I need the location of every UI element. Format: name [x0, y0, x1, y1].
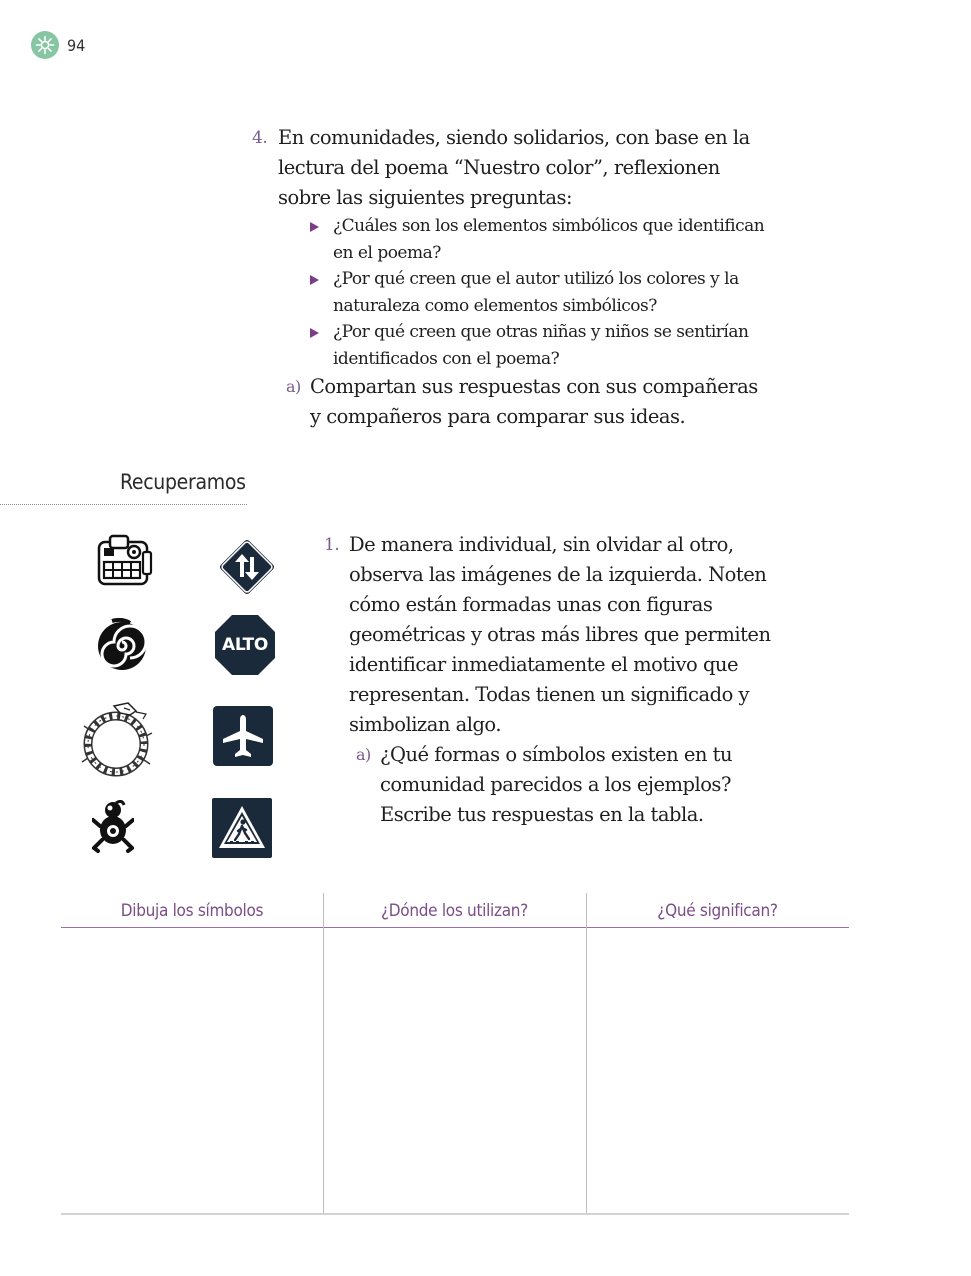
section-title: Recuperamos [120, 470, 246, 494]
activity-4: 4. En comunidades, siendo solidarios, co… [252, 123, 772, 432]
column-divider [586, 893, 587, 1213]
question-text: ¿Cuáles son los elementos simbólicos que… [333, 216, 765, 263]
subitem-text: Compartan sus respuestas con sus compañe… [310, 375, 758, 428]
activity-text: En comunidades, siendo solidarios, con b… [278, 126, 750, 209]
activity-number: 1. [324, 535, 340, 555]
activity-1: 1. De manera individual, sin olvidar al … [324, 530, 794, 830]
arrow-bullet-icon [310, 328, 319, 338]
column-divider [323, 893, 324, 1213]
two-way-traffic-sign-icon [217, 537, 277, 597]
arrow-bullet-icon [310, 222, 319, 232]
list-item: ¿Por qué creen que otras niñas y niños s… [308, 319, 772, 372]
header-rule [61, 927, 849, 928]
subitem-letter: a) [286, 377, 301, 396]
spiral-icon [98, 618, 148, 670]
column-header-where: ¿Dónde los utilizan? [380, 901, 528, 921]
aztec-glyph-icon [97, 534, 153, 586]
airport-sign-icon [213, 706, 273, 766]
question-text: ¿Por qué creen que otras niñas y niños s… [333, 322, 749, 369]
question-list: ¿Cuáles son los elementos simbólicos que… [252, 213, 772, 372]
column-header-draw: Dibuja los símbolos [120, 901, 264, 921]
pedestrian-crossing-sign-icon [212, 798, 272, 858]
question-text: ¿Por qué creen que el autor utilizó los … [333, 269, 739, 316]
answer-cell-where[interactable] [324, 929, 585, 1213]
list-item: ¿Por qué creen que el autor utilizó los … [308, 266, 772, 319]
activity-1-prompt: 1. De manera individual, sin olvidar al … [324, 530, 794, 740]
activity-1-subitem: a) ¿Qué formas o símbolos existen en tu … [324, 740, 794, 830]
subitem-letter: a) [356, 745, 371, 764]
column-header-meaning: ¿Qué significan? [657, 901, 778, 921]
sun-gear-icon [31, 31, 59, 59]
subitem-text: ¿Qué formas o símbolos existen en tu com… [380, 743, 733, 826]
activity-text: De manera individual, sin olvidar al otr… [349, 533, 771, 736]
section-divider [0, 504, 247, 505]
arrow-bullet-icon [310, 275, 319, 285]
activity-4-subitem: a) Compartan sus respuestas con sus comp… [252, 372, 772, 432]
stop-sign-icon: ALTO [214, 614, 276, 676]
activity-number: 4. [252, 128, 268, 148]
page-number: 94 [67, 35, 86, 55]
activity-4-prompt: 4. En comunidades, siendo solidarios, co… [252, 123, 772, 213]
frog-glyph-icon [92, 800, 134, 853]
answer-cell-draw[interactable] [61, 929, 322, 1213]
page-number-block: 94 [31, 31, 85, 59]
symbols-table: Dibuja los símbolos ¿Dónde los utilizan?… [61, 893, 849, 1215]
serpent-ring-icon [81, 702, 153, 777]
answer-cell-meaning[interactable] [587, 929, 849, 1213]
list-item: ¿Cuáles son los elementos simbólicos que… [308, 213, 772, 266]
stop-sign-label: ALTO [221, 635, 269, 655]
